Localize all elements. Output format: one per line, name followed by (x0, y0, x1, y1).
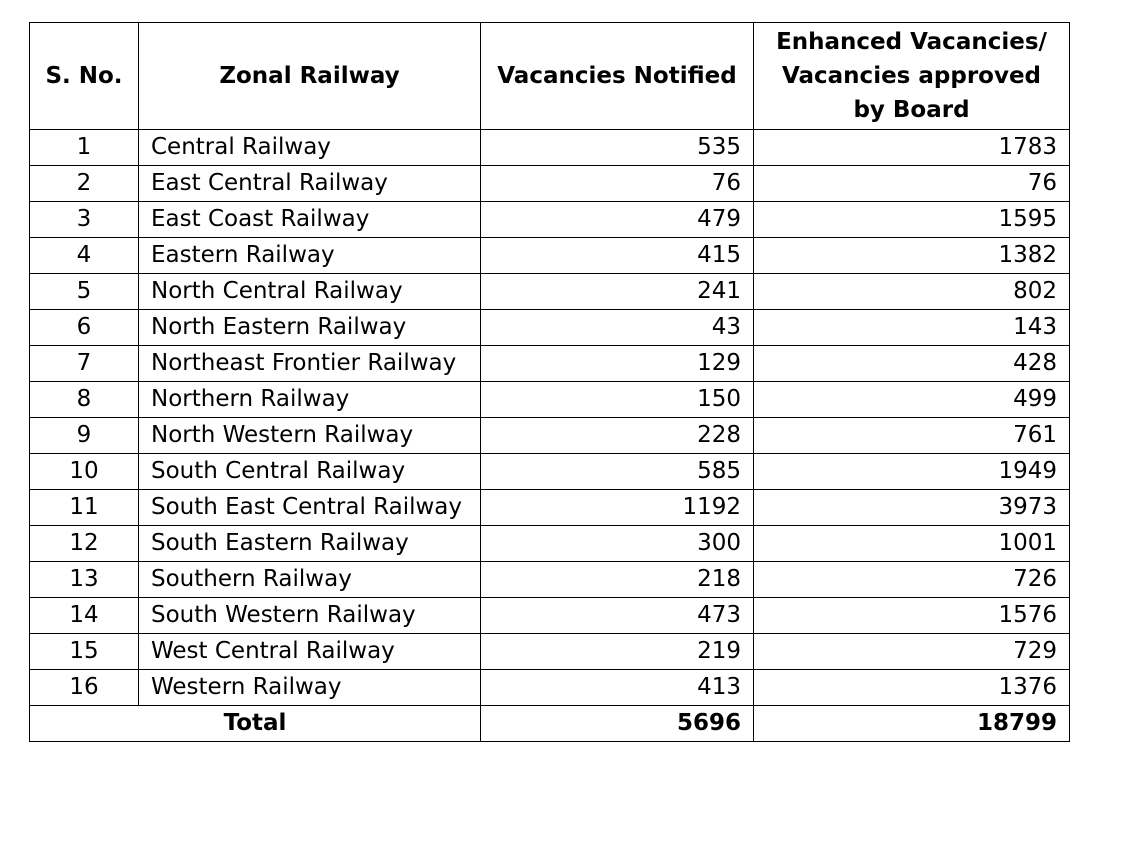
table-row: 11 South East Central Railway 1192 3973 (29, 489, 1070, 526)
row-zone: Northeast Frontier Railway (138, 345, 481, 382)
vacancy-table: S. No. Zonal Railway Vacancies Notified … (29, 22, 1070, 742)
row-sno: 8 (29, 381, 139, 418)
row-notified: 415 (480, 237, 754, 274)
row-notified: 218 (480, 561, 754, 598)
row-zone: South Eastern Railway (138, 525, 481, 562)
row-zone: South Western Railway (138, 597, 481, 634)
table-row: 1 Central Railway 535 1783 (29, 129, 1070, 166)
row-enhanced: 1595 (753, 201, 1070, 238)
total-row: Total 5696 18799 (29, 705, 1070, 742)
row-enhanced: 1783 (753, 129, 1070, 166)
row-sno: 6 (29, 309, 139, 346)
table-row: 8 Northern Railway 150 499 (29, 381, 1070, 418)
row-sno: 14 (29, 597, 139, 634)
row-sno: 7 (29, 345, 139, 382)
row-notified: 76 (480, 165, 754, 202)
row-zone: South East Central Railway (138, 489, 481, 526)
row-enhanced: 143 (753, 309, 1070, 346)
row-zone: North Eastern Railway (138, 309, 481, 346)
row-zone: Eastern Railway (138, 237, 481, 274)
row-sno: 13 (29, 561, 139, 598)
row-notified: 150 (480, 381, 754, 418)
row-notified: 241 (480, 273, 754, 310)
header-enhanced-vacancies: Enhanced Vacancies/ Vacancies approved b… (753, 22, 1070, 130)
row-sno: 11 (29, 489, 139, 526)
row-sno: 3 (29, 201, 139, 238)
row-enhanced: 802 (753, 273, 1070, 310)
table-row: 12 South Eastern Railway 300 1001 (29, 525, 1070, 562)
row-zone: North Western Railway (138, 417, 481, 454)
row-zone: West Central Railway (138, 633, 481, 670)
row-sno: 12 (29, 525, 139, 562)
table-row: 6 North Eastern Railway 43 143 (29, 309, 1070, 346)
row-enhanced: 3973 (753, 489, 1070, 526)
row-sno: 1 (29, 129, 139, 166)
header-sno: S. No. (29, 22, 139, 130)
table-row: 16 Western Railway 413 1376 (29, 669, 1070, 706)
row-notified: 43 (480, 309, 754, 346)
row-sno: 5 (29, 273, 139, 310)
row-notified: 413 (480, 669, 754, 706)
total-label: Total (29, 705, 481, 742)
row-sno: 15 (29, 633, 139, 670)
table-row: 14 South Western Railway 473 1576 (29, 597, 1070, 634)
table-row: 9 North Western Railway 228 761 (29, 417, 1070, 454)
row-notified: 1192 (480, 489, 754, 526)
table-row: 15 West Central Railway 219 729 (29, 633, 1070, 670)
row-zone: Western Railway (138, 669, 481, 706)
row-zone: Northern Railway (138, 381, 481, 418)
row-notified: 129 (480, 345, 754, 382)
table-row: 5 North Central Railway 241 802 (29, 273, 1070, 310)
row-enhanced: 76 (753, 165, 1070, 202)
row-enhanced: 499 (753, 381, 1070, 418)
row-sno: 2 (29, 165, 139, 202)
row-notified: 473 (480, 597, 754, 634)
row-enhanced: 1376 (753, 669, 1070, 706)
row-enhanced: 428 (753, 345, 1070, 382)
row-zone: Central Railway (138, 129, 481, 166)
header-vacancies-notified: Vacancies Notified (480, 22, 754, 130)
row-zone: Southern Railway (138, 561, 481, 598)
row-notified: 479 (480, 201, 754, 238)
row-zone: South Central Railway (138, 453, 481, 490)
total-notified: 5696 (480, 705, 754, 742)
row-enhanced: 1949 (753, 453, 1070, 490)
row-sno: 16 (29, 669, 139, 706)
row-enhanced: 1576 (753, 597, 1070, 634)
row-notified: 219 (480, 633, 754, 670)
row-sno: 10 (29, 453, 139, 490)
row-sno: 9 (29, 417, 139, 454)
row-sno: 4 (29, 237, 139, 274)
row-notified: 585 (480, 453, 754, 490)
table-row: 10 South Central Railway 585 1949 (29, 453, 1070, 490)
row-zone: East Central Railway (138, 165, 481, 202)
header-row: S. No. Zonal Railway Vacancies Notified … (29, 22, 1070, 130)
row-enhanced: 1382 (753, 237, 1070, 274)
row-enhanced: 1001 (753, 525, 1070, 562)
row-notified: 228 (480, 417, 754, 454)
row-enhanced: 761 (753, 417, 1070, 454)
table-row: 7 Northeast Frontier Railway 129 428 (29, 345, 1070, 382)
row-notified: 535 (480, 129, 754, 166)
row-notified: 300 (480, 525, 754, 562)
row-zone: East Coast Railway (138, 201, 481, 238)
table-row: 3 East Coast Railway 479 1595 (29, 201, 1070, 238)
row-enhanced: 726 (753, 561, 1070, 598)
total-enhanced: 18799 (753, 705, 1070, 742)
table-row: 2 East Central Railway 76 76 (29, 165, 1070, 202)
table-row: 13 Southern Railway 218 726 (29, 561, 1070, 598)
row-enhanced: 729 (753, 633, 1070, 670)
table-row: 4 Eastern Railway 415 1382 (29, 237, 1070, 274)
row-zone: North Central Railway (138, 273, 481, 310)
header-zonal-railway: Zonal Railway (138, 22, 481, 130)
